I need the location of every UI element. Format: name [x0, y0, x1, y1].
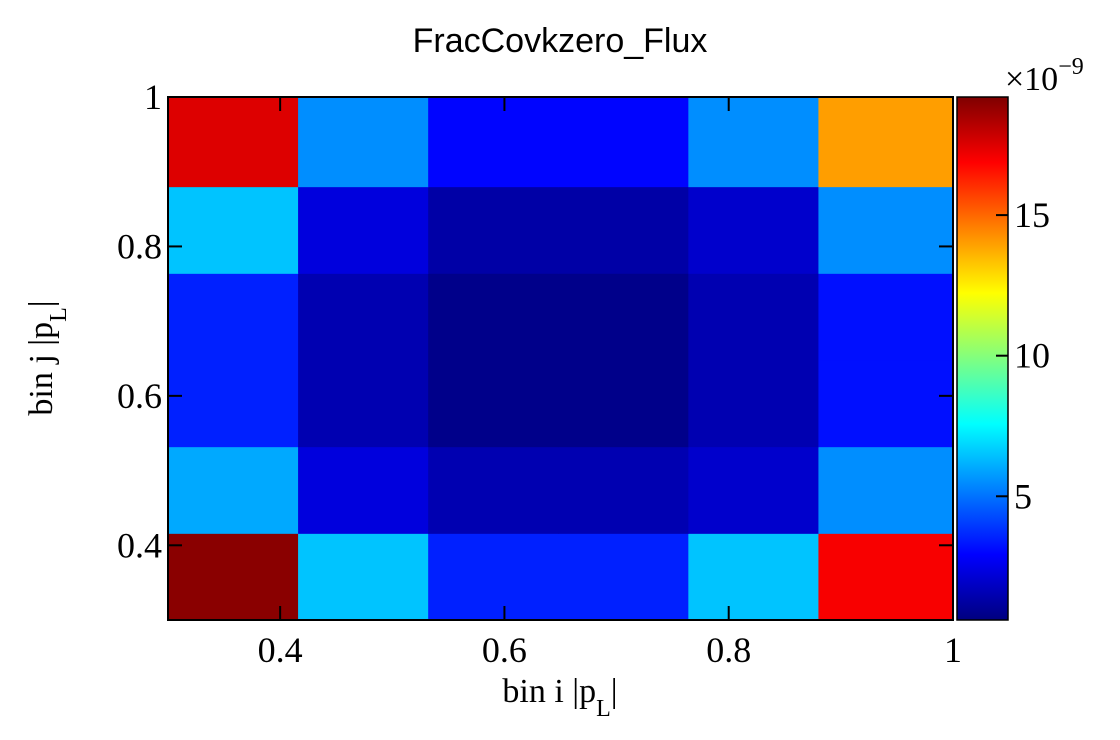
heatmap-cell: [298, 186, 429, 274]
x-axis-label: bin i |pL|: [502, 673, 617, 722]
heatmap-cell: [688, 446, 819, 534]
heatmap-cell: [168, 273, 299, 361]
heatmap-cell: [818, 533, 954, 621]
heatmap-cell: [688, 533, 819, 621]
heatmap-cell: [558, 97, 689, 188]
heatmap-cell: [688, 97, 819, 188]
heatmap-cell: [428, 186, 559, 274]
y-tick-label: 0.8: [117, 226, 162, 266]
heatmap-cell: [168, 186, 299, 274]
colorbar-tick-label: 10: [1014, 336, 1050, 376]
heatmap-cell: [428, 533, 559, 621]
heatmap-cell: [818, 186, 954, 274]
heatmap-cell: [298, 533, 429, 621]
heatmap-cell: [558, 273, 689, 361]
x-tick-label: 0.4: [258, 630, 303, 670]
heatmap-cell: [688, 273, 819, 361]
colorbar-tick-label: 15: [1014, 195, 1050, 235]
colorbar-exponent: ×10−9: [1005, 54, 1084, 98]
heatmap-cell: [168, 446, 299, 534]
plot-frame: [167, 96, 954, 621]
heatmap-cell: [818, 446, 954, 534]
heatmap-cell: [428, 446, 559, 534]
heatmap-cell: [818, 273, 954, 361]
y-axis-label: bin j |pL|: [23, 300, 72, 415]
heatmap-cell: [298, 446, 429, 534]
heatmap-cell: [558, 446, 689, 534]
axis-ticks: 0.4 0.6 0.8 1 0.4 0.6 0.8 1: [117, 77, 962, 670]
heatmap-cell: [818, 97, 954, 188]
heatmap-cell: [168, 533, 299, 621]
chart-title: FracCovkzero_Flux: [413, 22, 708, 60]
heatmap-cell: [558, 533, 689, 621]
y-tick-label: 1: [144, 77, 162, 117]
colorbar-tick-label: 5: [1014, 476, 1032, 516]
x-tick-label: 0.6: [482, 630, 527, 670]
heatmap-cell: [688, 186, 819, 274]
heatmap-cell: [428, 97, 559, 188]
heatmap-cell: [558, 359, 689, 448]
heatmap-cell: [168, 97, 299, 188]
y-tick-label: 0.4: [117, 525, 162, 565]
heatmap-cell: [298, 359, 429, 448]
heatmap-cells: [168, 97, 954, 621]
heatmap-cell: [558, 186, 689, 274]
x-tick-label: 0.8: [706, 630, 751, 670]
heatmap-cell: [818, 359, 954, 448]
heatmap-cell: [428, 359, 559, 448]
heatmap-cell: [688, 359, 819, 448]
heatmap-cell: [168, 359, 299, 448]
heatmap-cell: [428, 273, 559, 361]
heatmap-cell: [298, 97, 429, 188]
colorbar-ticks: 5 10 15: [996, 195, 1050, 516]
y-tick-label: 0.6: [117, 376, 162, 416]
heatmap-cell: [298, 273, 429, 361]
x-tick-label: 1: [944, 630, 962, 670]
colorbar: [956, 96, 1009, 621]
